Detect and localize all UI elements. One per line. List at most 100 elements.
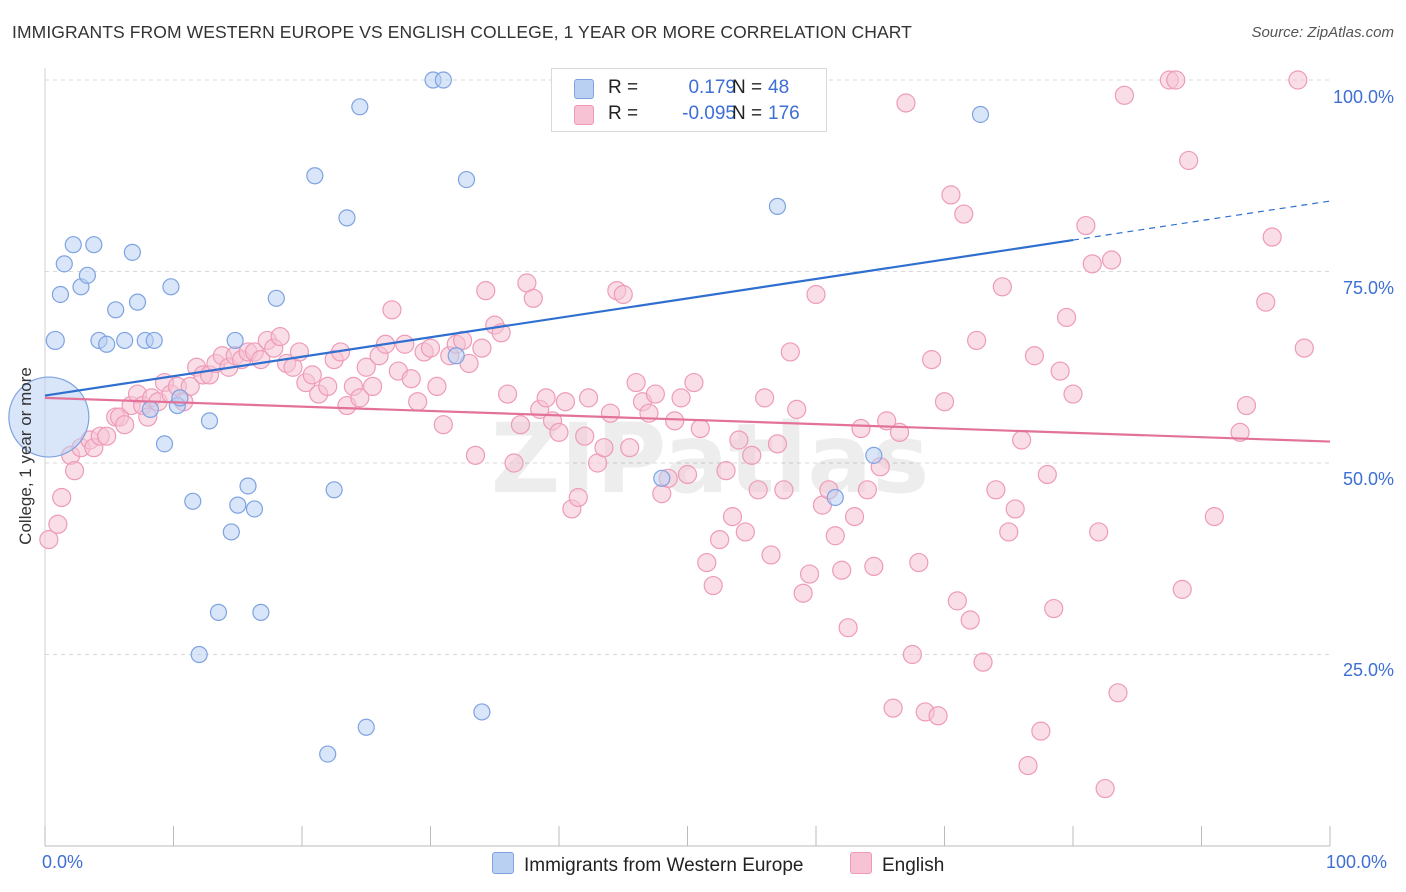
english-point [433, 415, 453, 435]
english-point [960, 610, 980, 630]
english-point [922, 349, 942, 370]
english-point [973, 652, 993, 672]
western-europe-point [155, 435, 174, 453]
english-point [302, 365, 322, 385]
western-europe-point [653, 469, 671, 487]
english-point [64, 461, 85, 481]
english-point [1037, 464, 1057, 485]
western-europe-point [865, 446, 883, 464]
english-point [578, 388, 599, 408]
english-point [729, 430, 749, 450]
trend-line-western-europe-dashed [1072, 200, 1331, 241]
english-point [568, 487, 588, 508]
source-label: Source: ZipAtlas.com [1251, 24, 1394, 41]
x-tick-label-max: 100.0% [1326, 852, 1388, 872]
legend-swatch-blue [574, 79, 594, 99]
english-point [420, 338, 441, 358]
western-europe-point [325, 481, 343, 499]
english-point [270, 327, 290, 347]
western-europe-point [145, 331, 163, 350]
western-europe-point [357, 718, 375, 736]
western-europe-point [98, 335, 116, 353]
english-point [934, 392, 955, 412]
english-point [1256, 292, 1276, 312]
western-europe-point [116, 331, 134, 350]
english-point [39, 529, 59, 550]
english-point [684, 372, 704, 393]
english-point [97, 426, 117, 446]
english-point [498, 384, 518, 404]
western-europe-point [434, 71, 452, 89]
english-point [1166, 70, 1186, 90]
english-point [472, 338, 492, 358]
western-europe-point [222, 523, 240, 541]
english-point [1236, 395, 1257, 416]
english-point [986, 480, 1006, 500]
english-point [48, 514, 68, 534]
trend-line-english [44, 396, 1331, 443]
english-point [1050, 361, 1070, 381]
english-point [1204, 507, 1224, 527]
legend-n-value: 176 [768, 103, 800, 124]
western-europe-point [245, 500, 264, 518]
english-point [844, 507, 865, 527]
english-point [710, 529, 730, 550]
legend-r-label: R = [608, 77, 639, 98]
western-europe-point [971, 105, 990, 124]
bottom-legend-english: English [850, 852, 944, 877]
english-point [645, 384, 665, 404]
english-point [857, 480, 878, 500]
western-europe-point [107, 301, 125, 319]
english-point [735, 522, 755, 542]
english-point [799, 564, 820, 584]
english-point [774, 480, 794, 500]
english-point [1230, 422, 1250, 442]
english-point [1063, 384, 1083, 404]
english-point [793, 583, 813, 603]
stats-legend: R = 0.179 N = 48 R = -0.095 N = 176 [551, 68, 827, 132]
english-point [1172, 579, 1192, 599]
english-point [180, 376, 200, 396]
western-europe-point [209, 603, 228, 621]
legend-r-value: 0.179 [688, 77, 736, 98]
western-europe-point [45, 330, 65, 351]
western-europe-point [229, 496, 247, 514]
english-point [476, 281, 496, 301]
english-point [594, 438, 614, 458]
western-europe-point [768, 197, 787, 215]
y-tick-label: 100.0% [1332, 87, 1394, 107]
english-point [780, 342, 800, 362]
y-tick-label: 25.0% [1342, 660, 1394, 680]
english-point [806, 284, 826, 305]
legend-r-value: -0.095 [682, 103, 736, 124]
western-europe-point [826, 488, 844, 507]
western-europe-point [8, 376, 90, 458]
english-point [716, 461, 736, 481]
english-point [408, 392, 428, 412]
western-europe-point [85, 236, 103, 254]
western-europe-point [190, 645, 208, 664]
western-europe-point [252, 603, 270, 621]
english-point [382, 300, 402, 320]
western-europe-point [306, 167, 324, 185]
english-point [52, 487, 72, 508]
english-point [395, 334, 415, 354]
english-point [1095, 778, 1115, 799]
legend-swatch-blue [492, 852, 514, 874]
y-tick-label: 50.0% [1342, 469, 1394, 489]
english-point [575, 426, 595, 446]
chart-title: IMMIGRANTS FROM WESTERN EUROPE VS ENGLIS… [12, 22, 912, 42]
western-europe-point [226, 331, 244, 350]
legend-label: Immigrants from Western Europe [524, 855, 804, 876]
english-point [909, 552, 929, 573]
western-europe-point [351, 98, 369, 116]
english-point [1082, 254, 1102, 274]
western-europe-point [55, 255, 73, 273]
y-tick-label: 75.0% [1342, 278, 1394, 298]
english-point [115, 415, 135, 435]
english-point [838, 618, 858, 638]
english-point [626, 372, 646, 393]
english-point [1076, 215, 1096, 236]
english-point [613, 284, 633, 305]
